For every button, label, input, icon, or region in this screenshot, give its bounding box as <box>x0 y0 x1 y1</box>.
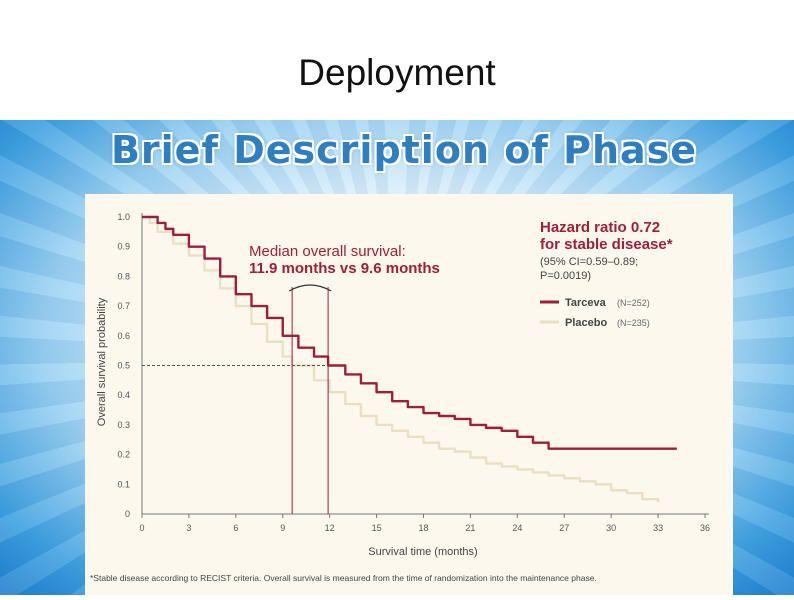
x-tick-label: 9 <box>280 523 285 533</box>
x-tick-label: 15 <box>372 523 382 533</box>
x-tick-label: 24 <box>512 523 522 533</box>
y-tick-label: 0.6 <box>117 331 130 341</box>
y-tick-label: 0.2 <box>117 450 130 460</box>
survival-chart: 0 3 6 9 12 15 18 21 24 27 30 33 3600.10.20.30.40.50.… <box>90 212 710 583</box>
x-tick-label: 36 <box>700 523 710 533</box>
hazard-line4: P=0.0019) <box>540 270 591 282</box>
slide-title: Deployment <box>298 52 496 93</box>
x-tick-label: 3 <box>186 523 191 533</box>
legend-n-placebo: (N=235) <box>617 318 650 328</box>
y-tick-label: 0.7 <box>117 301 130 311</box>
chart-panel: 0 3 6 9 12 15 18 21 24 27 30 33 36 0 0.1 0.2 0.3 0.4 0.5 0.… <box>85 194 733 595</box>
y-tick-label: 0.4 <box>117 390 130 400</box>
footnote: *Stable disease according to RECIST crit… <box>90 573 597 583</box>
x-axis-label: Survival time (months) <box>368 546 477 558</box>
hazard-line1: Hazard ratio 0.72 <box>540 219 660 236</box>
y-tick-label: 0 <box>125 509 130 519</box>
y-axis-label: Overall survival probability <box>96 297 108 426</box>
median-value: 11.9 months vs 9.6 months <box>249 260 440 277</box>
series-line-tarceva <box>142 215 677 450</box>
y-tick-label: 1.0 <box>117 212 130 222</box>
series-lines <box>142 215 677 503</box>
legend-label-tarceva: Tarceva <box>565 297 607 309</box>
x-tick-label: 6 <box>233 523 238 533</box>
median-annotation <box>142 284 332 514</box>
axes: 0 3 6 9 12 15 18 21 24 27 30 33 3600.10.20.30.40.50.… <box>117 212 710 533</box>
x-tick-label: 12 <box>325 523 335 533</box>
y-tick-label: 0.9 <box>117 242 130 252</box>
y-tick-label: 0.8 <box>117 271 130 281</box>
x-tick-label: 21 <box>465 523 475 533</box>
x-tick-label: 30 <box>606 523 616 533</box>
hazard-line3: (95% CI=0.59–0.89; <box>540 256 638 268</box>
x-tick-label: 33 <box>653 523 663 533</box>
y-tick-label: 0.1 <box>117 479 130 489</box>
median-brace <box>288 284 332 292</box>
legend-n-tarceva: (N=252) <box>617 298 650 308</box>
x-tick-label: 27 <box>559 523 569 533</box>
x-tick-label: 18 <box>418 523 428 533</box>
y-tick-label: 0.5 <box>117 361 130 371</box>
median-title: Median overall survival: <box>249 243 406 260</box>
legend-label-placebo: Placebo <box>565 317 607 329</box>
hazard-line2: for stable disease* <box>540 236 673 253</box>
x-tick-label: 0 <box>139 523 144 533</box>
y-tick-label: 0.3 <box>117 420 130 430</box>
banner-title: Brief Description of Phase <box>110 128 698 172</box>
